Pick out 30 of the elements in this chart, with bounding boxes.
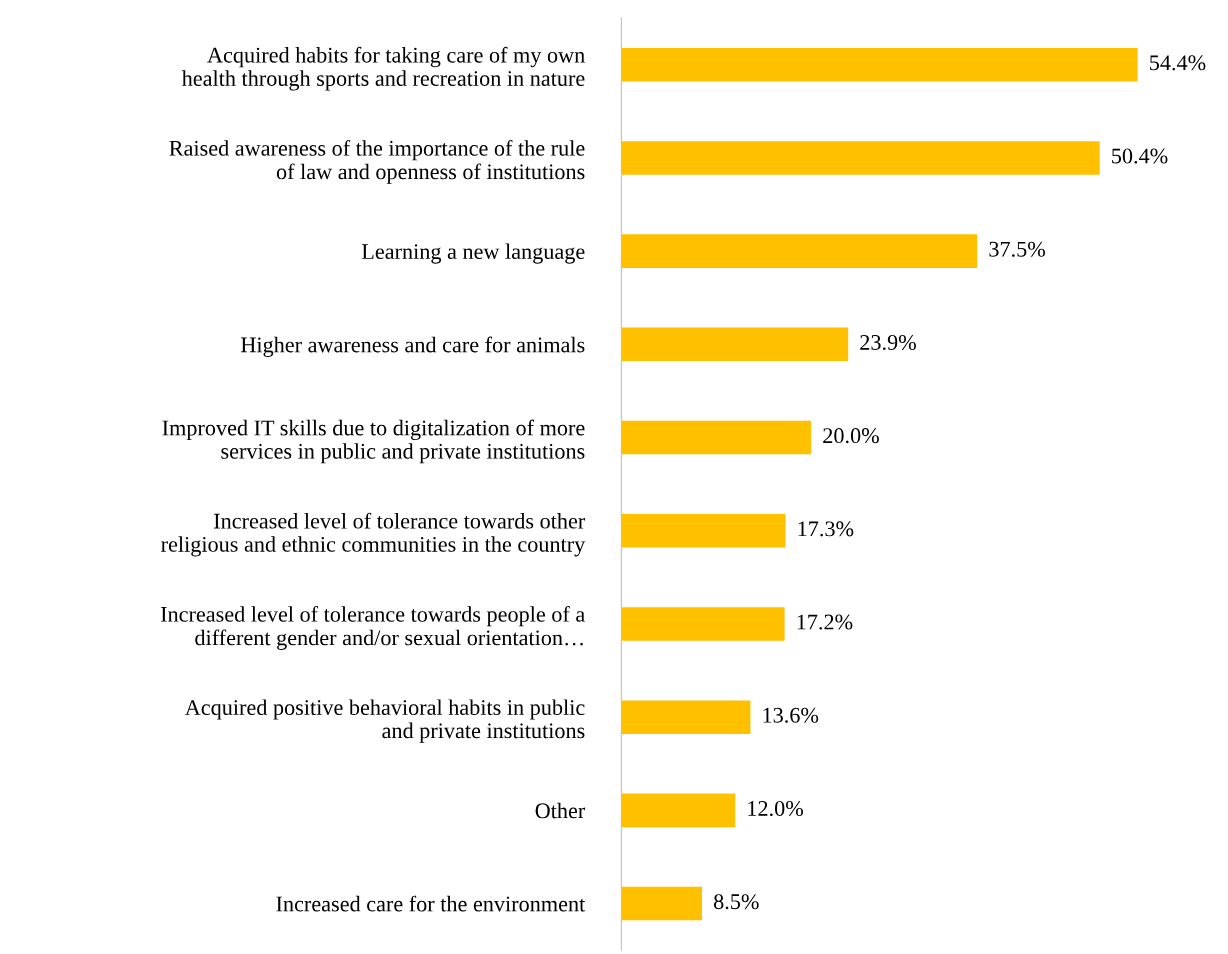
y-tick-label: Other (535, 802, 586, 819)
data-label: 13.6% (763, 707, 819, 723)
y-tick-label: Raised awareness of the importance of the rule of law and openness of institutions (169, 139, 585, 184)
y-tick-label: Increased level of tolerance towards other religious and ethnic communities in the country (161, 512, 586, 557)
y-tick-label: Learning a new language (361, 243, 585, 264)
data-label: 20.0% (823, 428, 879, 444)
data-label: 54.4% (1150, 55, 1206, 71)
bar (621, 420, 812, 455)
bar (621, 141, 1100, 175)
y-tick-label: Increased care for the environment (276, 895, 586, 912)
data-label: 50.4% (1112, 148, 1168, 164)
bar (621, 607, 785, 641)
data-label: 17.3% (798, 521, 854, 537)
data-label: 17.2% (797, 614, 853, 630)
bar (621, 700, 751, 734)
bar (621, 886, 703, 921)
bar (621, 513, 786, 548)
data-label: 8.5% (714, 894, 759, 910)
data-label: 37.5% (989, 241, 1046, 257)
y-tick-label: Improved IT skills due to digitalization of more services in public and private institutions (162, 419, 585, 464)
bar (621, 234, 978, 268)
bar (621, 47, 1138, 82)
y-tick-label: Increased level of tolerance towards people of a different gender and/or sexual orientation… (160, 605, 585, 650)
bar (621, 327, 849, 362)
bar (621, 793, 736, 828)
y-tick-label: Higher awareness and care for animals (240, 336, 585, 357)
y-tick-label: Acquired positive behavioral habits in public and private institutions (184, 699, 585, 743)
y-tick-label: Acquired habits for taking care of my own health through sports and recreation in nature (181, 46, 585, 91)
data-label: 12.0% (748, 800, 804, 817)
data-label: 23.9% (860, 334, 916, 351)
